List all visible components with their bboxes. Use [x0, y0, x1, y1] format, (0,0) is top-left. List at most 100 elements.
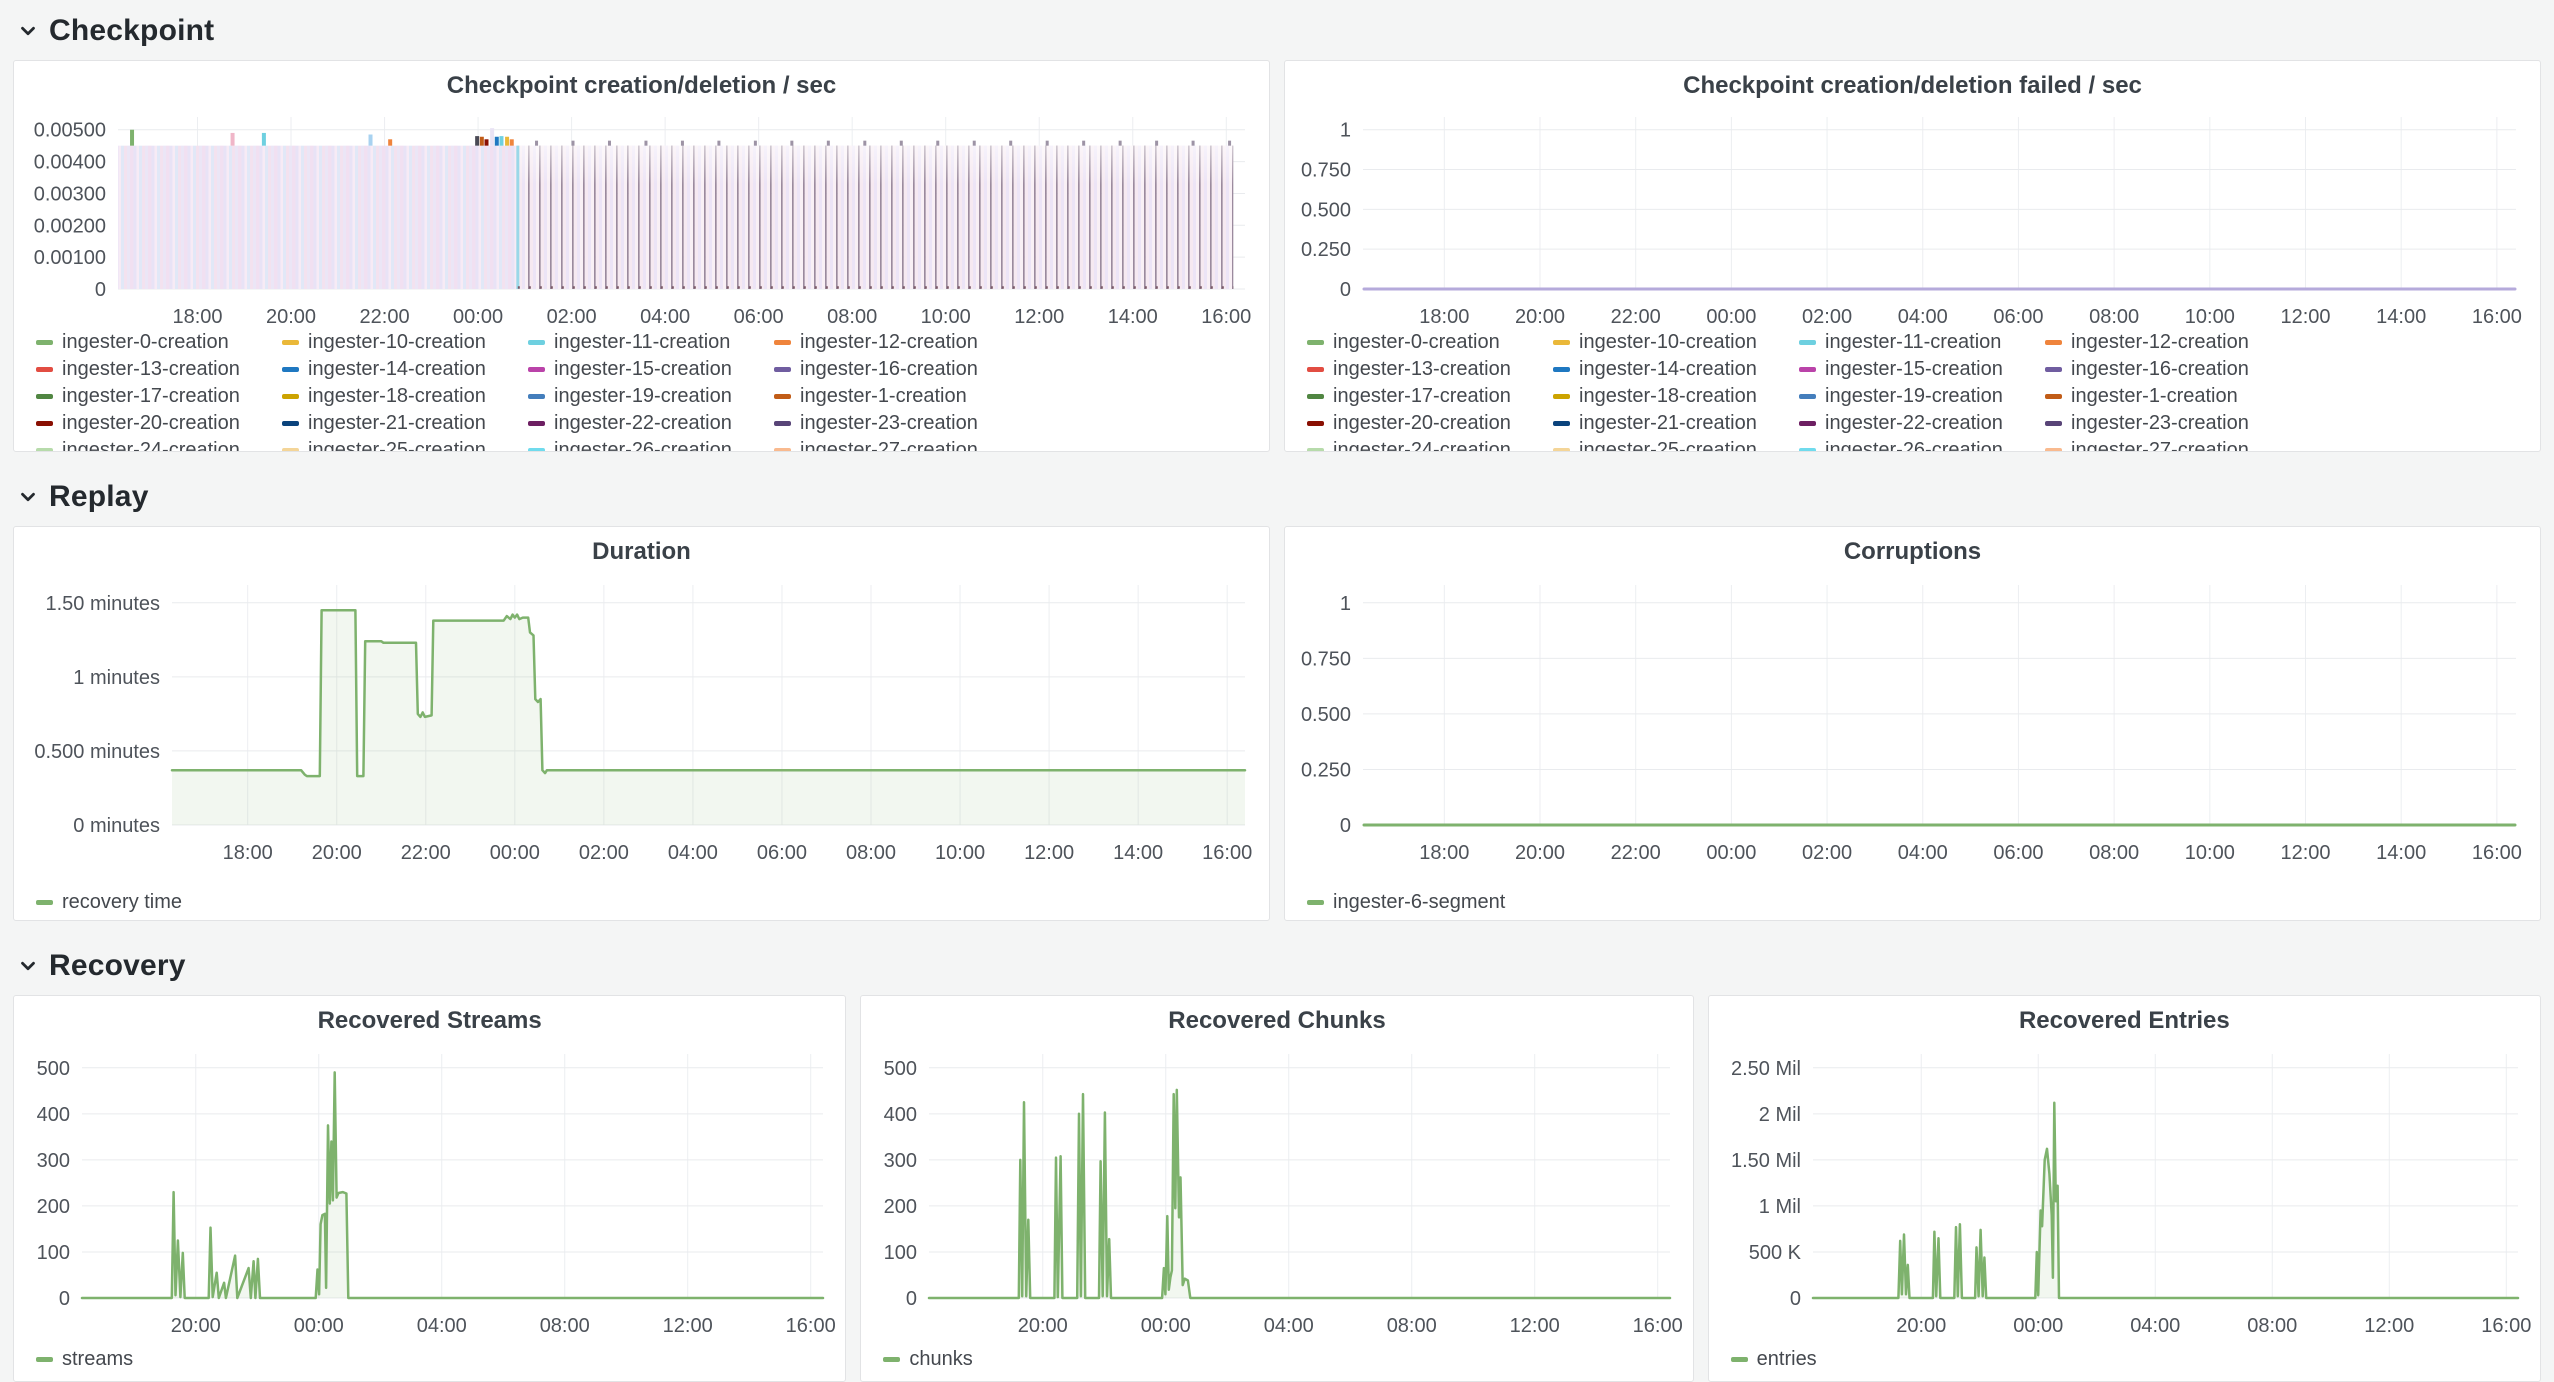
chart-corruptions[interactable]: 0 0.250 0.500 0.750 1 18:00 20:00 22:00 00:00 02:…: [1293, 569, 2532, 885]
legend-item[interactable]: ingester-13-creation: [1307, 356, 1553, 383]
legend-item[interactable]: ingester-18-creation: [282, 383, 528, 410]
panel-title[interactable]: Recovered Entries: [2018, 1007, 2230, 1034]
svg-text:0.500: 0.500: [1301, 704, 1351, 726]
legend-item[interactable]: ingester-12-creation: [2045, 329, 2291, 356]
legend-label: ingester-20-creation: [62, 412, 240, 434]
legend-item[interactable]: ingester-27-creation: [2045, 437, 2291, 451]
svg-text:16:00: 16:00: [1633, 1315, 1683, 1337]
panel-checkpoint-creation: Checkpoint creation/deletion / sec 0 0.00…: [13, 60, 1270, 452]
legend-item[interactable]: ingester-15-creation: [1799, 356, 2045, 383]
legend-label: ingester-1-creation: [2071, 385, 2238, 407]
legend-item[interactable]: ingester-26-creation: [1799, 437, 2045, 451]
panel-recovered-chunks: Recovered Chunks 0 100 200 300 400 500 20:00 00…: [860, 995, 1694, 1382]
panel-title[interactable]: Recovered Chunks: [1168, 1007, 1386, 1034]
panel-title[interactable]: Checkpoint creation/deletion / sec: [446, 72, 837, 99]
legend-item[interactable]: ingester-6-segment: [1307, 887, 1505, 917]
legend-item[interactable]: ingester-22-creation: [1799, 410, 2045, 437]
svg-text:0.00300: 0.00300: [34, 183, 106, 205]
legend-item[interactable]: ingester-17-creation: [36, 383, 282, 410]
svg-text:22:00: 22:00: [1611, 306, 1661, 327]
legend-item[interactable]: ingester-15-creation: [528, 356, 774, 383]
svg-text:08:00: 08:00: [846, 842, 896, 864]
svg-text:10:00: 10:00: [921, 306, 971, 327]
svg-text:200: 200: [37, 1196, 70, 1218]
legend-item[interactable]: ingester-11-creation: [528, 329, 774, 356]
legend-item[interactable]: ingester-25-creation: [282, 437, 528, 451]
svg-text:04:00: 04:00: [668, 842, 718, 864]
legend-swatch-icon: [528, 367, 545, 372]
legend-label: ingester-16-creation: [800, 358, 978, 380]
svg-text:12:00: 12:00: [1014, 306, 1064, 327]
legend-item[interactable]: recovery time: [36, 887, 182, 917]
legend-item[interactable]: chunks: [883, 1344, 973, 1374]
legend-item[interactable]: ingester-17-creation: [1307, 383, 1553, 410]
legend-item[interactable]: ingester-19-creation: [1799, 383, 2045, 410]
legend-item[interactable]: ingester-16-creation: [774, 356, 1020, 383]
legend-item[interactable]: ingester-13-creation: [36, 356, 282, 383]
svg-text:20:00: 20:00: [312, 842, 362, 864]
section-header-checkpoint[interactable]: Checkpoint: [13, 4, 2541, 60]
legend-swatch-icon: [1307, 899, 1324, 905]
legend-label: ingester-10-creation: [1579, 331, 1757, 353]
legend-swatch-icon: [528, 340, 545, 345]
legend-label: ingester-18-creation: [308, 385, 486, 407]
legend-item[interactable]: ingester-24-creation: [36, 437, 282, 451]
legend-label: ingester-20-creation: [1333, 412, 1511, 434]
legend-swatch-icon: [1799, 367, 1816, 372]
legend-item[interactable]: ingester-25-creation: [1553, 437, 1799, 451]
legend-item[interactable]: ingester-19-creation: [528, 383, 774, 410]
legend-item[interactable]: ingester-24-creation: [1307, 437, 1553, 451]
legend-label: ingester-13-creation: [62, 358, 240, 380]
legend-item[interactable]: ingester-26-creation: [528, 437, 774, 451]
legend-item[interactable]: ingester-16-creation: [2045, 356, 2291, 383]
chart-recovered-streams[interactable]: 0 100 200 300 400 500 20:00 00:00 04:00 08:00 12:0…: [22, 1038, 837, 1342]
legend-item[interactable]: ingester-23-creation: [774, 410, 1020, 437]
panel-corruptions: Corruptions 0 0.250 0.500 0.750 1 18:00 20:00 2…: [1284, 526, 2541, 921]
legend-label: ingester-14-creation: [1579, 358, 1757, 380]
legend-item[interactable]: entries: [1730, 1344, 1817, 1374]
section-header-replay[interactable]: Replay: [13, 470, 2541, 526]
chart-recovered-chunks[interactable]: 0 100 200 300 400 500 20:00 00:00 04:00 08:00 12:0…: [869, 1038, 1684, 1342]
svg-text:0: 0: [59, 1288, 70, 1310]
legend-item[interactable]: ingester-0-creation: [1307, 329, 1553, 356]
legend-item[interactable]: ingester-1-creation: [2045, 383, 2291, 410]
svg-text:300: 300: [37, 1150, 70, 1172]
chart-checkpoint-creation[interactable]: 0 0.00100 0.00200 0.00300 0.00400 0.00500 18:0…: [22, 103, 1261, 327]
legend-label: ingester-21-creation: [1579, 412, 1757, 434]
panel-title[interactable]: Checkpoint creation/deletion failed / se…: [1683, 72, 2142, 99]
legend-item[interactable]: streams: [36, 1344, 133, 1374]
section-header-recovery[interactable]: Recovery: [13, 939, 2541, 995]
legend-item[interactable]: ingester-20-creation: [1307, 410, 1553, 437]
legend-item[interactable]: ingester-0-creation: [36, 329, 282, 356]
legend-item[interactable]: ingester-18-creation: [1553, 383, 1799, 410]
panel-title[interactable]: Duration: [592, 538, 691, 565]
legend-item[interactable]: ingester-10-creation: [1553, 329, 1799, 356]
legend-item[interactable]: ingester-21-creation: [282, 410, 528, 437]
legend-item[interactable]: ingester-21-creation: [1553, 410, 1799, 437]
legend-item[interactable]: ingester-14-creation: [1553, 356, 1799, 383]
legend-label: ingester-17-creation: [62, 385, 240, 407]
legend-item[interactable]: ingester-12-creation: [774, 329, 1020, 356]
svg-text:20:00: 20:00: [266, 306, 316, 327]
legend-item[interactable]: ingester-11-creation: [1799, 329, 2045, 356]
svg-text:12:00: 12:00: [663, 1315, 713, 1337]
legend-item[interactable]: ingester-27-creation: [774, 437, 1020, 451]
panel-title[interactable]: Recovered Streams: [317, 1007, 542, 1034]
legend-swatch-icon: [1799, 448, 1816, 451]
legend-item[interactable]: ingester-23-creation: [2045, 410, 2291, 437]
panel-title[interactable]: Corruptions: [1843, 538, 1982, 565]
legend-swatch-icon: [36, 340, 53, 345]
legend-swatch-icon: [1307, 340, 1324, 345]
legend-item[interactable]: ingester-14-creation: [282, 356, 528, 383]
chart-recovered-entries[interactable]: 0 500 K 1 Mil 1.50 Mil 2 Mil 2.50 Mil 20:00 00:…: [1717, 1038, 2532, 1342]
chart-duration[interactable]: 0 minutes 0.500 minutes 1 minutes 1.50 minu…: [22, 569, 1261, 885]
legend: ingester-6-segment: [1293, 887, 2532, 917]
svg-text:0.250: 0.250: [1301, 239, 1351, 261]
legend-item[interactable]: ingester-22-creation: [528, 410, 774, 437]
legend-item[interactable]: ingester-1-creation: [774, 383, 1020, 410]
legend-label: ingester-12-creation: [800, 331, 978, 353]
legend-item[interactable]: ingester-20-creation: [36, 410, 282, 437]
chart-checkpoint-failed[interactable]: 0 0.250 0.500 0.750 1 18:00 20:00 22:00 00:00 02:…: [1293, 103, 2532, 327]
svg-text:14:00: 14:00: [1113, 842, 1163, 864]
legend-item[interactable]: ingester-10-creation: [282, 329, 528, 356]
